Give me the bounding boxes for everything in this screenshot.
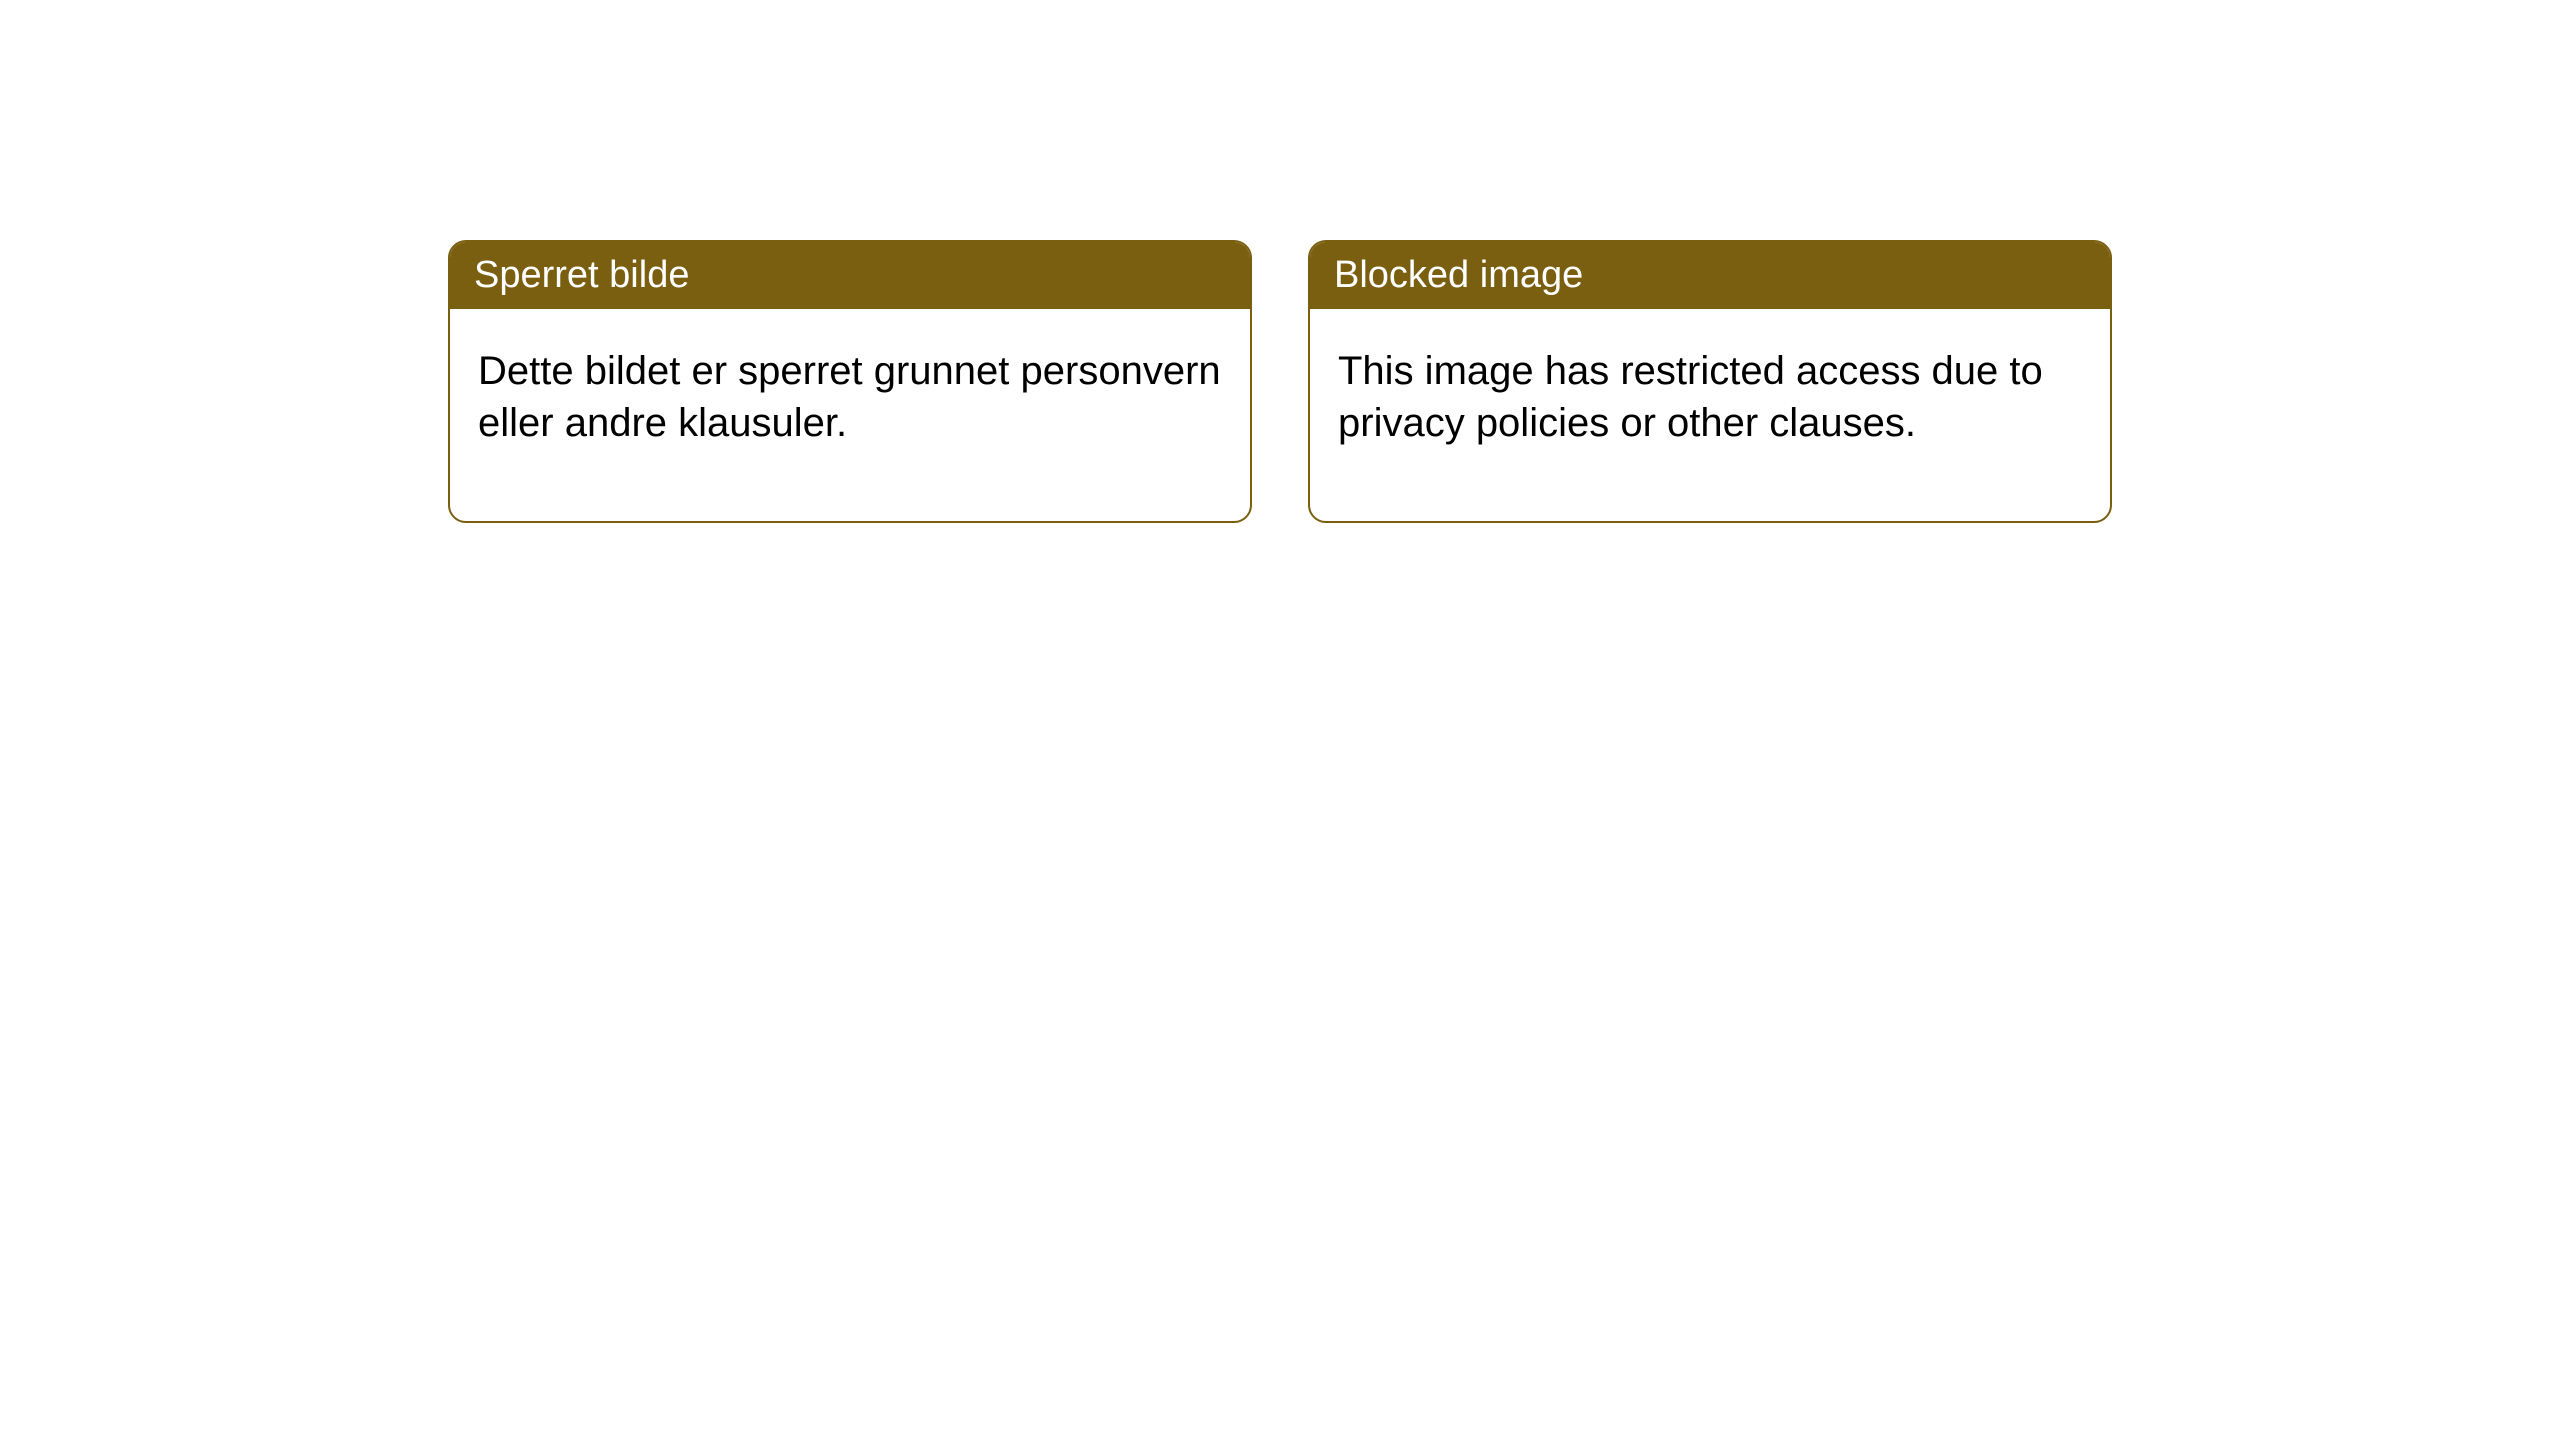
notice-header-norwegian: Sperret bilde xyxy=(450,242,1250,309)
notice-box-norwegian: Sperret bilde Dette bildet er sperret gr… xyxy=(448,240,1252,523)
notice-box-english: Blocked image This image has restricted … xyxy=(1308,240,2112,523)
notice-container: Sperret bilde Dette bildet er sperret gr… xyxy=(0,0,2560,523)
notice-header-english: Blocked image xyxy=(1310,242,2110,309)
notice-body-norwegian: Dette bildet er sperret grunnet personve… xyxy=(450,309,1250,521)
notice-body-english: This image has restricted access due to … xyxy=(1310,309,2110,521)
